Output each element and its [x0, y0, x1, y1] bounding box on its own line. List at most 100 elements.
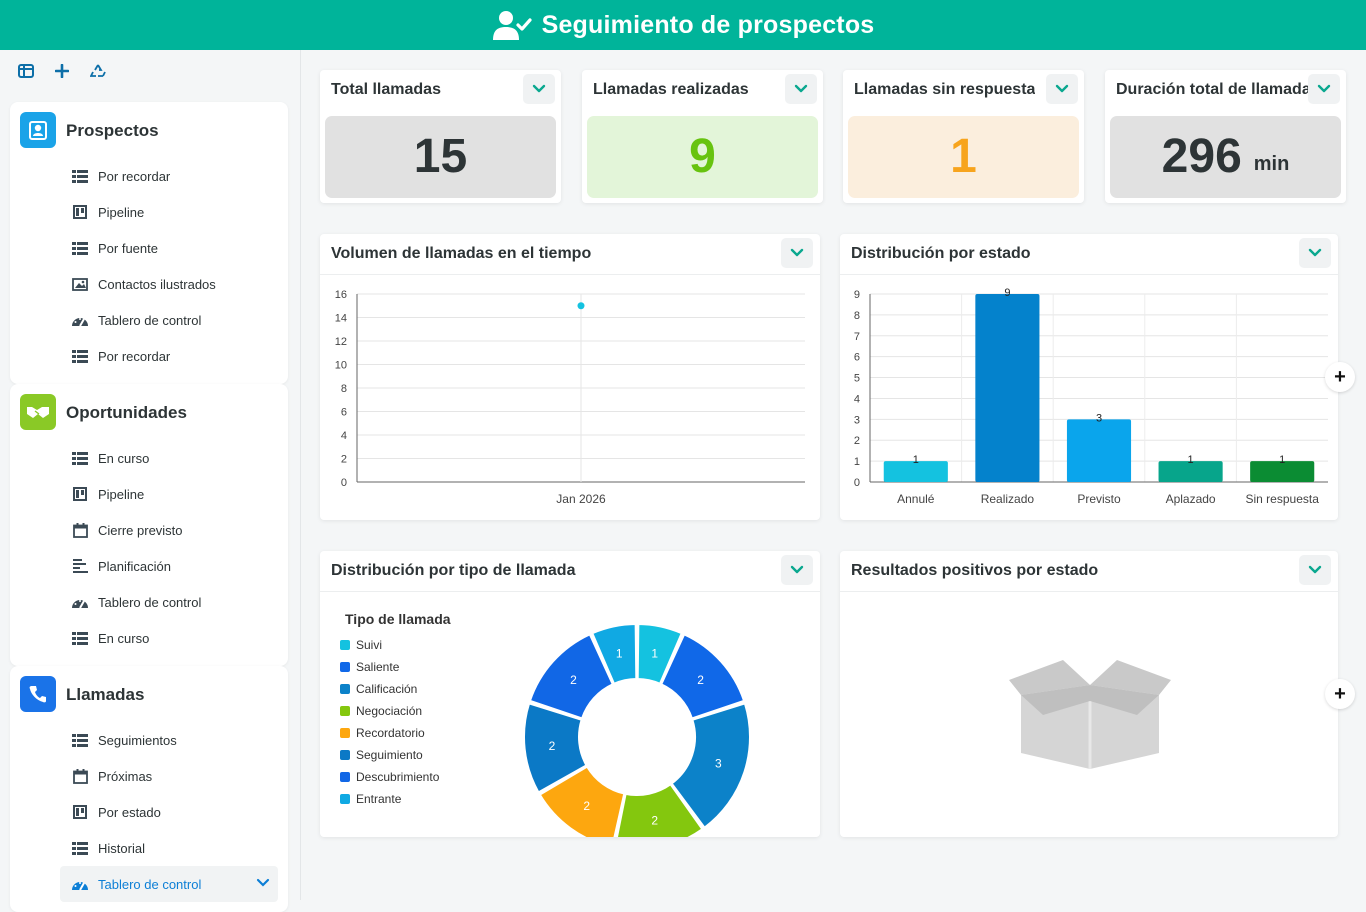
card-menu-button[interactable]: [781, 238, 813, 268]
sidebar-item-label: Tablero de control: [98, 312, 202, 328]
legend-swatch: [340, 750, 350, 760]
volume-chart: 0 2 4 6 8 10 12 14 16 Jan 2026: [335, 289, 805, 506]
sidebar-item[interactable]: Tablero de control: [10, 584, 288, 620]
x-tick-label: Annulé: [897, 492, 935, 506]
kpi-value-box: 9: [587, 116, 818, 198]
card-menu-button[interactable]: [1299, 555, 1331, 585]
list-icon: [70, 348, 90, 364]
donut-slice: [590, 622, 638, 686]
sidebar-item[interactable]: Cierre previsto: [10, 512, 288, 548]
sidebar-group-title: Oportunidades: [66, 403, 187, 422]
sidebar-group-header[interactable]: Llamadas: [10, 666, 288, 722]
kpi-card: Total llamadas 15: [320, 70, 561, 203]
sidebar-item[interactable]: Por estado: [10, 794, 288, 830]
recycle-icon[interactable]: [82, 60, 114, 82]
add-widget-button[interactable]: +: [1325, 362, 1355, 392]
legend-swatch: [340, 794, 350, 804]
gauge-icon: [70, 312, 90, 328]
legend-swatch: [340, 772, 350, 782]
slice-label: 3: [715, 756, 722, 770]
sidebar-item-label: Tablero de control: [98, 876, 202, 892]
sidebar-item-label: Cierre previsto: [98, 522, 183, 538]
legend-label: Calificación: [356, 682, 417, 696]
plus-icon: +: [1334, 365, 1346, 388]
y-tick-label: 8: [854, 310, 860, 322]
sidebar-item[interactable]: Pipeline: [10, 476, 288, 512]
donut-slice: [523, 702, 588, 794]
gauge-icon: [70, 594, 90, 610]
sidebar-item[interactable]: Por recordar: [10, 338, 288, 374]
kanban-icon: [70, 486, 90, 502]
donut-slice: [615, 782, 704, 837]
kpi-value: 296: [1161, 130, 1242, 183]
sidebar-item-label: Próximas: [98, 768, 153, 784]
kpi-value: 9: [689, 130, 716, 183]
card-menu-button[interactable]: [1308, 74, 1340, 104]
sidebar-item-label: Historial: [98, 840, 145, 856]
card-title: Resultados positivos por estado: [851, 562, 1099, 579]
legend-label: Recordatorio: [356, 726, 425, 740]
sidebar-item[interactable]: Tablero de control: [10, 302, 288, 338]
slice-label: 2: [697, 673, 704, 687]
data-point: [577, 302, 585, 310]
donut-slice: [636, 622, 684, 686]
sidebar-item-label: Tablero de control: [98, 594, 202, 610]
sidebar-group-header[interactable]: Prospectos: [10, 102, 288, 158]
card-menu-button[interactable]: [781, 555, 813, 585]
card-menu-button[interactable]: [523, 74, 555, 104]
user-badge-icon: [20, 112, 56, 148]
sidebar-group-header[interactable]: Oportunidades: [10, 384, 288, 440]
legend-swatch: [340, 684, 350, 694]
plus-icon: +: [1334, 682, 1346, 705]
card-menu-button[interactable]: [785, 74, 817, 104]
legend-label: Suivi: [356, 638, 382, 652]
x-tick-label: Previsto: [1077, 492, 1121, 506]
sidebar-item[interactable]: Planificación: [10, 548, 288, 584]
sidebar-item[interactable]: Contactos ilustrados: [10, 266, 288, 302]
volume-card: Volumen de llamadas en el tiempo 0 2 4 6 8 10…: [320, 234, 820, 520]
x-tick-label: Realizado: [981, 492, 1035, 506]
sidebar-item-label: Por fuente: [98, 240, 158, 256]
legend-label: Saliente: [356, 660, 400, 674]
card-menu-button[interactable]: [1046, 74, 1078, 104]
sidebar-item[interactable]: Próximas: [10, 758, 288, 794]
legend-swatch: [340, 662, 350, 672]
chevron-down-icon[interactable]: [256, 876, 270, 891]
kpi-value: 15: [413, 130, 468, 183]
type-chart: Tipo de llamada Suivi Saliente Calificación…: [340, 611, 751, 837]
calendar-icon: [70, 522, 90, 538]
phone-icon: [20, 676, 56, 712]
legend-swatch: [340, 728, 350, 738]
kpi-value-box: 15: [325, 116, 556, 198]
bar: [1066, 419, 1132, 482]
sidebar-item-label: Por recordar: [98, 168, 171, 184]
sidebar-item[interactable]: Por recordar: [10, 158, 288, 194]
data-label: 9: [1004, 287, 1010, 299]
sidebar-item[interactable]: En curso: [10, 620, 288, 656]
sidebar-item[interactable]: En curso: [10, 440, 288, 476]
donut-slice: [659, 633, 746, 720]
plus-icon[interactable]: [46, 60, 78, 82]
y-tick-label: 12: [335, 336, 347, 348]
card-menu-button[interactable]: [1299, 238, 1331, 268]
y-tick-label: 1: [854, 456, 860, 468]
chevron-down-icon: [790, 565, 804, 574]
add-widget-button[interactable]: +: [1325, 679, 1355, 709]
kpi-title: Llamadas sin respuesta: [854, 81, 1036, 98]
sidebar-item-label: Seguimientos: [98, 732, 177, 748]
chevron-down-icon: [794, 84, 808, 93]
sidebar-item[interactable]: Por fuente: [10, 230, 288, 266]
kpi-card: Llamadas realizadas 9: [582, 70, 823, 203]
sidebar-item-label: Planificación: [98, 558, 171, 574]
sidebar-item[interactable]: Seguimientos: [10, 722, 288, 758]
donut-slice: [528, 633, 615, 720]
layout-icon[interactable]: [10, 60, 42, 82]
sidebar-item[interactable]: Pipeline: [10, 194, 288, 230]
kpi-value-box: 1: [848, 116, 1079, 198]
bar: [975, 294, 1040, 482]
sidebar-item[interactable]: Tablero de control: [60, 866, 278, 902]
kpi-value: 1: [950, 130, 977, 183]
sidebar-item[interactable]: Historial: [10, 830, 288, 866]
page-title: Seguimiento de prospectos: [541, 10, 875, 39]
y-tick-label: 5: [854, 373, 860, 385]
